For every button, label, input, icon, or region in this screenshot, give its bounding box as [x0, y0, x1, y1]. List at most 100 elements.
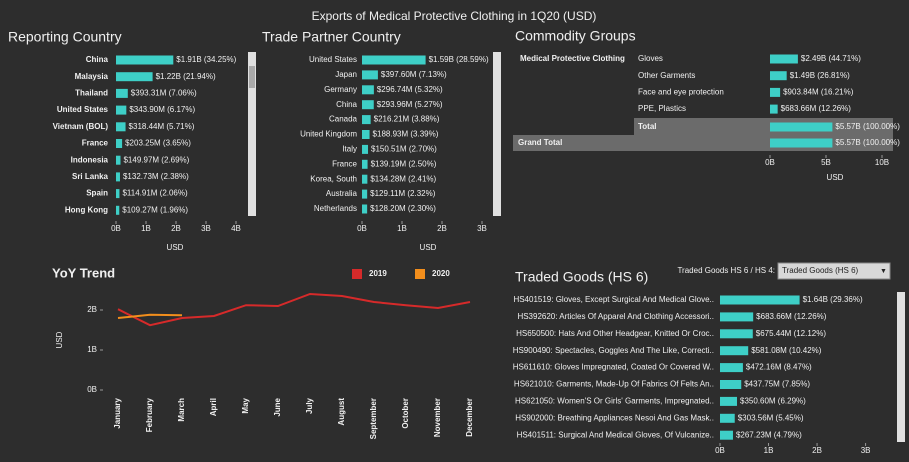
- x-tick-label: May: [241, 397, 250, 413]
- value-label: $683.66M (12.26%): [756, 312, 827, 321]
- value-label: $1.64B (29.36%): [803, 295, 863, 304]
- bar: [362, 55, 426, 65]
- bar: [116, 139, 123, 148]
- category-label: HS650500: Hats And Other Headgear, Knitt…: [516, 329, 714, 338]
- bar: [362, 159, 368, 169]
- value-label: $134.28M (2.41%): [370, 174, 436, 183]
- bar: [116, 72, 153, 82]
- category-label: United States: [309, 55, 357, 64]
- value-label: $397.60M (7.13%): [381, 70, 447, 79]
- bar: [770, 71, 787, 81]
- bar: [362, 130, 370, 139]
- category-label: Hong Kong: [65, 205, 108, 214]
- x-tick-label: 10B: [875, 158, 889, 167]
- x-tick-label: 2B: [812, 446, 822, 455]
- x-tick-label: 0B: [765, 158, 775, 167]
- bar: [116, 189, 120, 199]
- category-label: HS621010: Garments, Made-Up Of Fabrics O…: [514, 380, 714, 389]
- group-label: Medical Protective Clothing: [520, 54, 625, 63]
- bar: [362, 70, 378, 80]
- x-tick-label: 0B: [111, 224, 121, 233]
- bar: [362, 174, 368, 184]
- x-tick-label: 1B: [764, 446, 774, 455]
- bar: [116, 88, 128, 98]
- bar: [362, 204, 368, 214]
- category-label: Japan: [335, 70, 357, 79]
- category-label: HS621050: Women'S Or Girls' Garments, Im…: [515, 397, 714, 406]
- dropdown-arrow[interactable]: ▼: [880, 268, 887, 275]
- bar: [116, 105, 127, 115]
- value-label: $675.44M (12.12%): [756, 329, 827, 338]
- value-label: $683.66M (12.26%): [781, 104, 852, 113]
- category-label: China: [336, 100, 357, 109]
- value-label: $296.74M (5.32%): [377, 85, 443, 94]
- category-label: HS902000: Breathing Appliances Nesoi And…: [515, 413, 714, 422]
- value-label: $343.90M (6.17%): [129, 105, 195, 114]
- y-tick-label: 1B: [87, 345, 97, 354]
- page-title: Exports of Medical Protective Clothing i…: [312, 9, 597, 23]
- category-label: Face and eye protection: [638, 88, 724, 97]
- value-label: $109.27M (1.96%): [122, 205, 188, 214]
- x-tick-label: 3B: [477, 224, 487, 233]
- bar: [116, 172, 120, 182]
- scrollbar[interactable]: [897, 292, 905, 442]
- value-label: $393.31M (7.06%): [131, 89, 197, 98]
- category-label: Italy: [342, 145, 357, 154]
- x-tick-label: 2B: [437, 224, 447, 233]
- total-label: Total: [638, 122, 657, 131]
- category-label: Indonesia: [71, 155, 109, 164]
- bar: [720, 363, 743, 373]
- legend-swatch: [415, 269, 425, 279]
- x-axis-label: USD: [420, 243, 437, 252]
- category-label: Gloves: [638, 54, 663, 63]
- category-label: Malaysia: [75, 72, 109, 81]
- chart-title: Reporting Country: [8, 29, 122, 45]
- bar: [116, 205, 120, 215]
- bar: [116, 155, 121, 165]
- x-tick-label: 4B: [231, 224, 241, 233]
- value-label: $149.97M (2.69%): [123, 155, 189, 164]
- category-label: HS392620: Articles Of Apparel And Clothi…: [517, 312, 714, 321]
- category-label: HS900490: Spectacles, Goggles And The Li…: [513, 346, 714, 355]
- value-label: $581.08M (10.42%): [751, 346, 822, 355]
- value-label: $437.75M (7.85%): [744, 380, 810, 389]
- bar: [720, 413, 735, 423]
- x-tick-label: 3B: [861, 446, 871, 455]
- value-label: $472.16M (8.47%): [746, 363, 812, 372]
- x-tick-label: 1B: [397, 224, 407, 233]
- scrollbar[interactable]: [493, 52, 501, 216]
- category-label: United States: [57, 105, 109, 114]
- value-label: $1.91B (34.25%): [176, 55, 236, 64]
- chart-title: Commodity Groups: [515, 28, 636, 44]
- value-label: $293.96M (5.27%): [377, 100, 443, 109]
- category-label: Spain: [86, 189, 108, 198]
- x-tick-label: 2B: [171, 224, 181, 233]
- line: [117, 313, 183, 319]
- x-tick-label: December: [465, 398, 474, 437]
- scrollbar[interactable]: [248, 52, 256, 216]
- bar: [116, 55, 174, 65]
- value-label: $216.21M (3.88%): [374, 115, 440, 124]
- value-label: $150.51M (2.70%): [371, 145, 437, 154]
- x-axis-label: USD: [827, 173, 844, 182]
- legend-label: 2020: [432, 269, 450, 278]
- scroll-thumb[interactable]: [249, 66, 255, 88]
- x-tick-label: 5B: [821, 158, 831, 167]
- bar: [770, 87, 781, 97]
- value-label: $2.49B (44.71%): [801, 54, 861, 63]
- bar: [720, 295, 800, 305]
- x-tick-label: March: [177, 398, 186, 422]
- value-label: $5.57B (100.00%): [835, 138, 900, 147]
- category-label: Canada: [329, 115, 358, 124]
- dropdown[interactable]: [777, 262, 891, 280]
- bar: [720, 396, 738, 406]
- filter-label: Traded Goods HS 6 / HS 4:: [677, 266, 775, 275]
- y-axis-label: USD: [55, 331, 64, 348]
- bar: [362, 100, 374, 110]
- x-tick-label: October: [401, 398, 410, 429]
- legend-swatch: [352, 269, 362, 279]
- dropdown-value[interactable]: Traded Goods (HS 6): [782, 266, 859, 275]
- bar: [720, 430, 733, 440]
- category-label: Australia: [326, 189, 358, 198]
